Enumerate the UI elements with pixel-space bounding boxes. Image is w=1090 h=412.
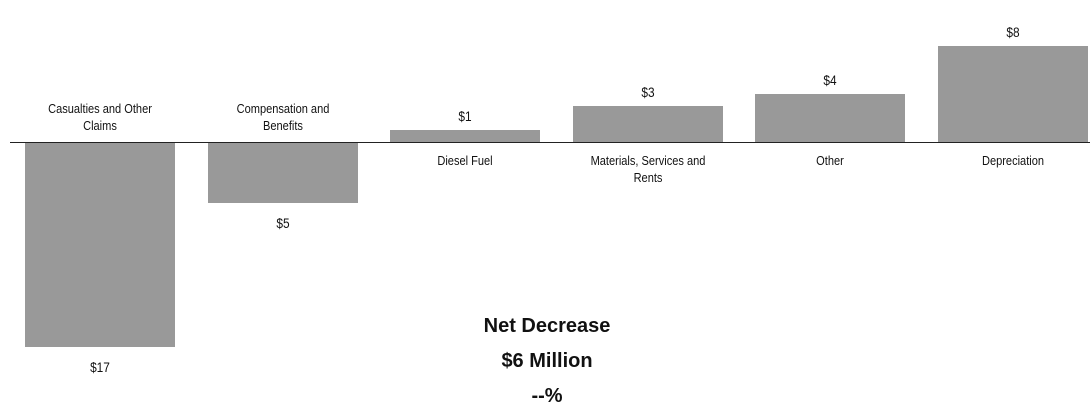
annotation: $6 Million	[501, 350, 593, 372]
value-label: $1	[458, 108, 472, 124]
value-label: $5	[275, 215, 290, 231]
bar	[25, 143, 175, 347]
annotation: --%	[531, 385, 563, 407]
annotation: Net Decrease	[483, 315, 611, 337]
bar	[207, 143, 358, 203]
value-label: $4	[823, 72, 838, 88]
value-label: $17	[90, 359, 110, 375]
category-label: Materials, Services and Rents	[590, 153, 706, 185]
bar	[755, 94, 906, 142]
value-label: $3	[641, 84, 655, 100]
category-label: Depreciation	[981, 153, 1045, 168]
bar	[938, 46, 1088, 142]
value-label: $8	[1006, 24, 1020, 40]
category-label: Compensation and Benefits	[236, 101, 329, 133]
bar	[572, 106, 723, 142]
category-label: Other	[816, 153, 845, 168]
bar	[390, 130, 541, 142]
category-label: Casualties and Other Claims	[48, 101, 152, 133]
baseline	[10, 142, 1090, 143]
category-label: Diesel Fuel	[437, 153, 493, 168]
